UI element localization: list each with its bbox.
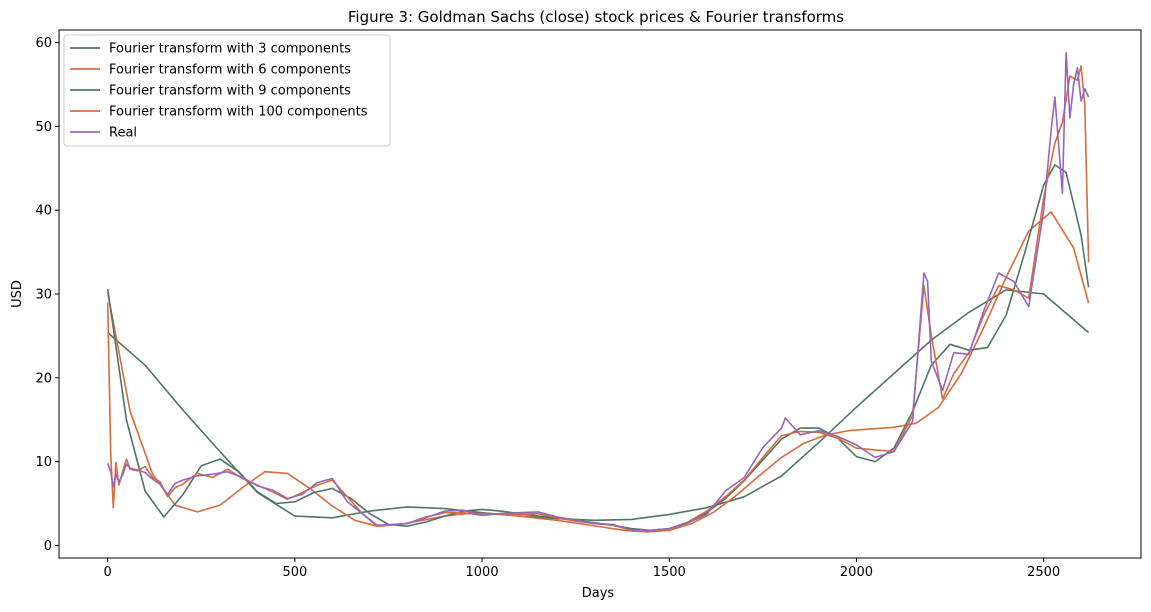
- legend-entry-2: Fourier transform with 6 components: [70, 63, 351, 78]
- series-line-5: [106, 51, 1090, 532]
- plot-area: 0 500 1000 1500 2000 2500 0 10 20 30 40 50 60: [35, 29, 1142, 580]
- x-axis-label: Days: [582, 586, 615, 601]
- legend-entries: Fourier transform with 3 components Fouri…: [70, 42, 368, 141]
- y-tick-label: 0: [44, 539, 52, 554]
- y-tick-label: 30: [35, 288, 52, 303]
- y-tick-label: 20: [35, 371, 52, 386]
- legend-entry-3: Fourier transform with 9 components: [70, 84, 351, 99]
- y-tick-label: 10: [35, 455, 52, 470]
- legend-entry-4: Fourier transform with 100 components: [70, 105, 368, 120]
- legend-box: [63, 34, 391, 147]
- series-line-2: [106, 211, 1090, 533]
- legend-entry-5: Real: [70, 126, 137, 141]
- y-axis: 0 10 20 30 40 50 60: [35, 36, 59, 554]
- legend-label: Real: [109, 126, 137, 141]
- y-tick-label: 60: [35, 36, 52, 51]
- chart-title: Figure 3: Goldman Sachs (close) stock pr…: [348, 8, 844, 26]
- x-tick-label: 1000: [466, 565, 499, 580]
- y-tick-label: 50: [35, 120, 52, 135]
- x-tick-label: 0: [104, 565, 112, 580]
- legend-label: Fourier transform with 6 components: [109, 63, 351, 78]
- x-tick-label: 2500: [1027, 565, 1060, 580]
- legend-entry-1: Fourier transform with 3 components: [70, 42, 351, 57]
- y-tick-label: 40: [35, 204, 52, 219]
- x-axis: 0 500 1000 1500 2000 2500: [104, 558, 1060, 580]
- legend: Fourier transform with 3 components Fouri…: [63, 34, 391, 147]
- x-tick-label: 500: [282, 565, 307, 580]
- y-axis-label: USD: [10, 280, 25, 308]
- legend-label: Fourier transform with 100 components: [109, 105, 368, 120]
- series-line-4: [106, 65, 1090, 533]
- x-tick-label: 2000: [840, 565, 873, 580]
- legend-label: Fourier transform with 3 components: [109, 42, 351, 57]
- x-tick-label: 1500: [653, 565, 686, 580]
- legend-label: Fourier transform with 9 components: [109, 84, 351, 99]
- series-lines: [106, 51, 1090, 533]
